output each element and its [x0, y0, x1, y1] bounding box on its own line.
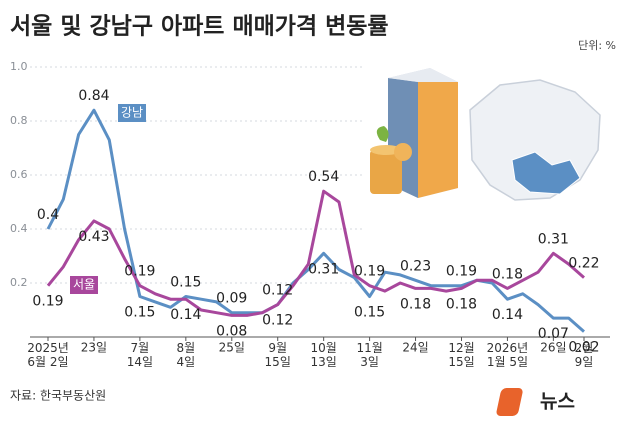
value-label: 0.19 [124, 264, 155, 280]
value-label: 0.12 [262, 283, 293, 299]
value-label: 0.14 [170, 307, 201, 323]
unit: 단위: % [578, 39, 616, 52]
value-label: 0.14 [492, 307, 523, 323]
plot-area: 0.2 0.4 0.6 0.8 1.0 2025년 6월 2일 23일 7월 14일 8월 4일 25일… [10, 60, 610, 368]
value-label: 0.15 [354, 305, 385, 321]
x-tick-label: 24일 [402, 341, 428, 355]
value-label: 0.15 [124, 305, 155, 321]
logo-text: 뉴스 [540, 391, 575, 413]
x-tick-label: 2월 9일 [575, 341, 594, 369]
x-tick-label: 2025년 6월 2일 [27, 341, 69, 369]
value-label: 0.02 [568, 340, 599, 356]
value-label: 0.12 [262, 313, 293, 329]
value-label: 0.22 [568, 256, 599, 272]
value-label: 0.4 [37, 207, 59, 223]
y-tick-label: 0.6 [10, 168, 28, 181]
x-tick-label: 25일 [219, 341, 245, 355]
x-tick-label: 12월 15일 [448, 341, 474, 369]
x-tick-label: 7월 14일 [127, 341, 153, 369]
value-label: 0.15 [170, 275, 201, 291]
x-tick-label: 26일 [540, 341, 566, 355]
series-line [46, 108, 585, 333]
value-label: 0.19 [446, 264, 477, 280]
value-label: 0.18 [446, 296, 477, 312]
value-label: 0.18 [400, 296, 431, 312]
x-tick-label: 8월 4일 [176, 341, 195, 369]
x-tick-label: 10월 13일 [311, 341, 337, 369]
value-label: 0.23 [400, 258, 431, 274]
x-tick-label: 23일 [81, 341, 107, 355]
value-label: 0.54 [308, 169, 339, 185]
value-label: 0.43 [78, 229, 109, 245]
source: 자료: 한국부동산원 [10, 389, 106, 403]
logo: 뉴스 1 [496, 388, 603, 416]
map-highlight [511, 151, 581, 195]
y-tick-label: 1.0 [10, 60, 28, 73]
y-tick-label: 0.2 [10, 276, 28, 289]
x-tick-label: 2026년 1월 5일 [487, 341, 529, 369]
x-tick-label: 11월 3일 [356, 341, 382, 369]
value-label: 0.08 [216, 323, 247, 339]
building-illustration [370, 68, 458, 198]
logo-badge [496, 388, 523, 416]
series-line [46, 189, 585, 317]
chart-title: 서울 및 강남구 아파트 매매가격 변동률 [10, 14, 389, 40]
y-tick-label: 0.4 [10, 222, 28, 235]
legend-swatch [118, 104, 146, 122]
value-label: 0.31 [538, 231, 569, 247]
value-label: 0.31 [308, 261, 339, 277]
value-label: 0.84 [78, 88, 109, 104]
value-label: 0.09 [216, 291, 247, 307]
value-label: 0.19 [354, 264, 385, 280]
y-tick-label: 0.8 [10, 114, 28, 127]
legend-label: 서울 [73, 278, 95, 292]
value-label: 0.07 [538, 326, 569, 342]
legend-label: 강남 [121, 106, 143, 120]
value-label: 0.19 [32, 294, 63, 310]
x-tick-label: 9월 15일 [265, 341, 291, 369]
logo-mark: 1 [590, 392, 603, 413]
value-label: 0.18 [492, 266, 523, 282]
legend-swatch [70, 276, 98, 294]
